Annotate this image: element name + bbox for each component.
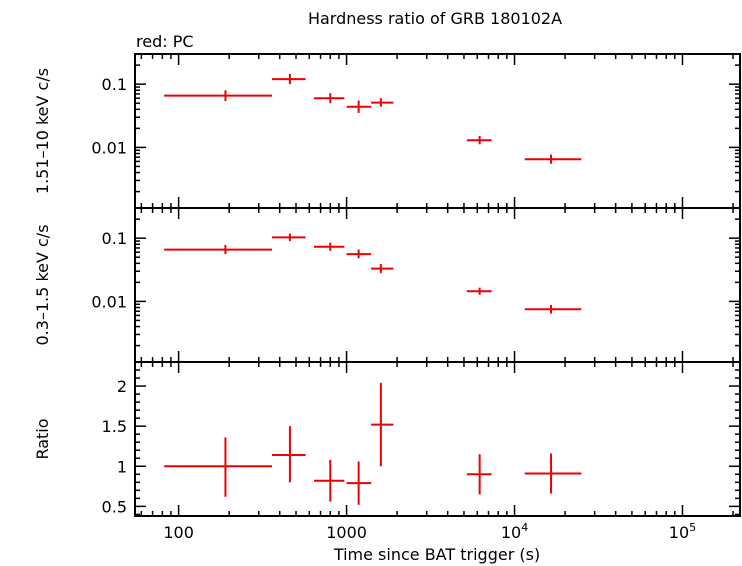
data-point [272,73,306,85]
x-tick-label: 105 [669,521,696,542]
data-point [346,461,372,505]
data-point [164,90,273,102]
data-point [272,233,306,242]
y-tick-label: 0.5 [102,497,127,516]
data-point [466,135,492,145]
y-tick-label: 0.1 [102,229,127,248]
y-axis-label: 0.3–1.5 keV c/s [33,224,52,345]
panel-frame [134,207,741,363]
x-tick-label: 100 [163,523,194,542]
data-point [346,249,372,259]
data-point [314,93,345,104]
data-point [371,382,394,467]
chart-title: Hardness ratio of GRB 180102A [308,9,562,28]
y-tick-label: 0.1 [102,75,127,94]
panel-1: 0.1 0.01 1.51–10 keV c/s [33,53,741,209]
x-tick-exponent: 4 [521,521,528,534]
data-point [164,437,273,497]
x-axis-label: Time since BAT trigger (s) [333,545,540,564]
data-point [371,98,394,107]
data-point [314,459,345,502]
panel-3: 0.5 1 1.5 2 Ratio [33,361,741,517]
data-point [272,426,306,483]
y-tick-label: 1 [117,457,127,476]
panel-2: 0.1 0.01 0.3–1.5 keV c/s [33,207,741,363]
x-tick-label: 1000 [326,523,367,542]
data-point [164,244,273,255]
data-point [466,287,492,295]
y-tick-label: 0.01 [91,292,127,311]
x-tick-exponent: 5 [689,521,696,534]
panels: 0.1 0.01 1.51–10 keV c/s 0.1 0.01 0.3–1.5 keV… [33,53,741,542]
panel-frame [134,361,741,517]
panel-frame [134,53,741,209]
y-tick-label: 1.5 [102,417,127,436]
y-axis-label: Ratio [33,418,52,459]
data-point [371,264,394,274]
y-tick-label: 2 [117,377,127,396]
data-point [314,242,345,251]
x-tick-label: 104 [501,521,528,542]
data-point [524,453,582,494]
y-tick-label: 0.01 [91,138,127,157]
data-point [346,100,372,113]
data-point [524,304,582,314]
data-point [524,154,582,164]
data-point [466,454,492,495]
chart-subtitle: red: PC [136,32,194,51]
y-axis-label: 1.51–10 keV c/s [33,68,52,194]
